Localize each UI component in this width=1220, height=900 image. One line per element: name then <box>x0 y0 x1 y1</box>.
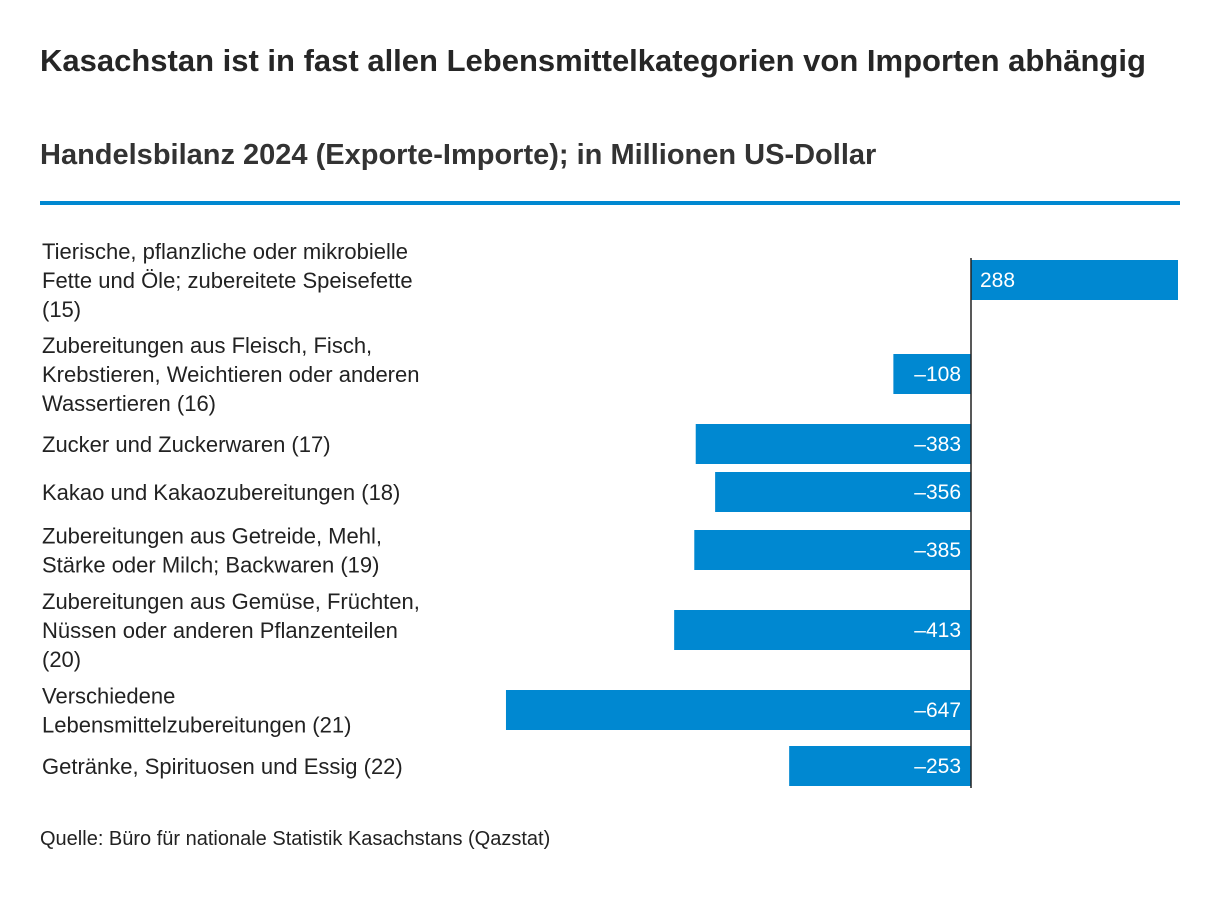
bar <box>694 530 971 570</box>
category-label: Zucker und Zuckerwaren (17) <box>42 432 331 457</box>
bar <box>893 354 971 394</box>
category-label: Verschiedene Lebensmittelzubereitungen (2… <box>42 684 351 738</box>
data-label: –108 <box>914 363 961 386</box>
category-label: Zubereitungen aus Gemüse, Früchten, Nüsse… <box>42 589 420 672</box>
data-label: –253 <box>914 755 961 778</box>
bar <box>789 746 971 786</box>
category-label: Kakao und Kakaozubereitungen (18) <box>42 480 400 505</box>
bar <box>505 690 971 730</box>
category-label: Tierische, pflanzliche oder mikrobielle F… <box>42 239 413 322</box>
data-label: 288 <box>980 269 1015 292</box>
data-label: –413 <box>914 619 961 642</box>
chart-subtitle: Handelsbilanz 2024 (Exporte-Importe); in… <box>40 139 877 171</box>
title-divider <box>40 201 1180 205</box>
data-label: –356 <box>914 481 961 504</box>
data-label: –383 <box>914 433 961 456</box>
bar <box>715 472 971 512</box>
source-note: Quelle: Büro für nationale Statistik Kas… <box>40 828 551 850</box>
category-label: Zubereitungen aus Getreide, Mehl, Stärke … <box>42 524 382 578</box>
category-label: Getränke, Spirituosen und Essig (22) <box>42 754 403 779</box>
category-label: Zubereitungen aus Fleisch, Fisch, Krebsti… <box>42 333 419 416</box>
bar <box>674 610 971 650</box>
bar <box>971 260 1178 300</box>
bar <box>695 424 971 464</box>
data-label: –385 <box>914 539 961 562</box>
chart-title: Kasachstan ist in fast allen Lebensmitte… <box>40 43 1146 78</box>
data-label: –647 <box>914 699 961 722</box>
